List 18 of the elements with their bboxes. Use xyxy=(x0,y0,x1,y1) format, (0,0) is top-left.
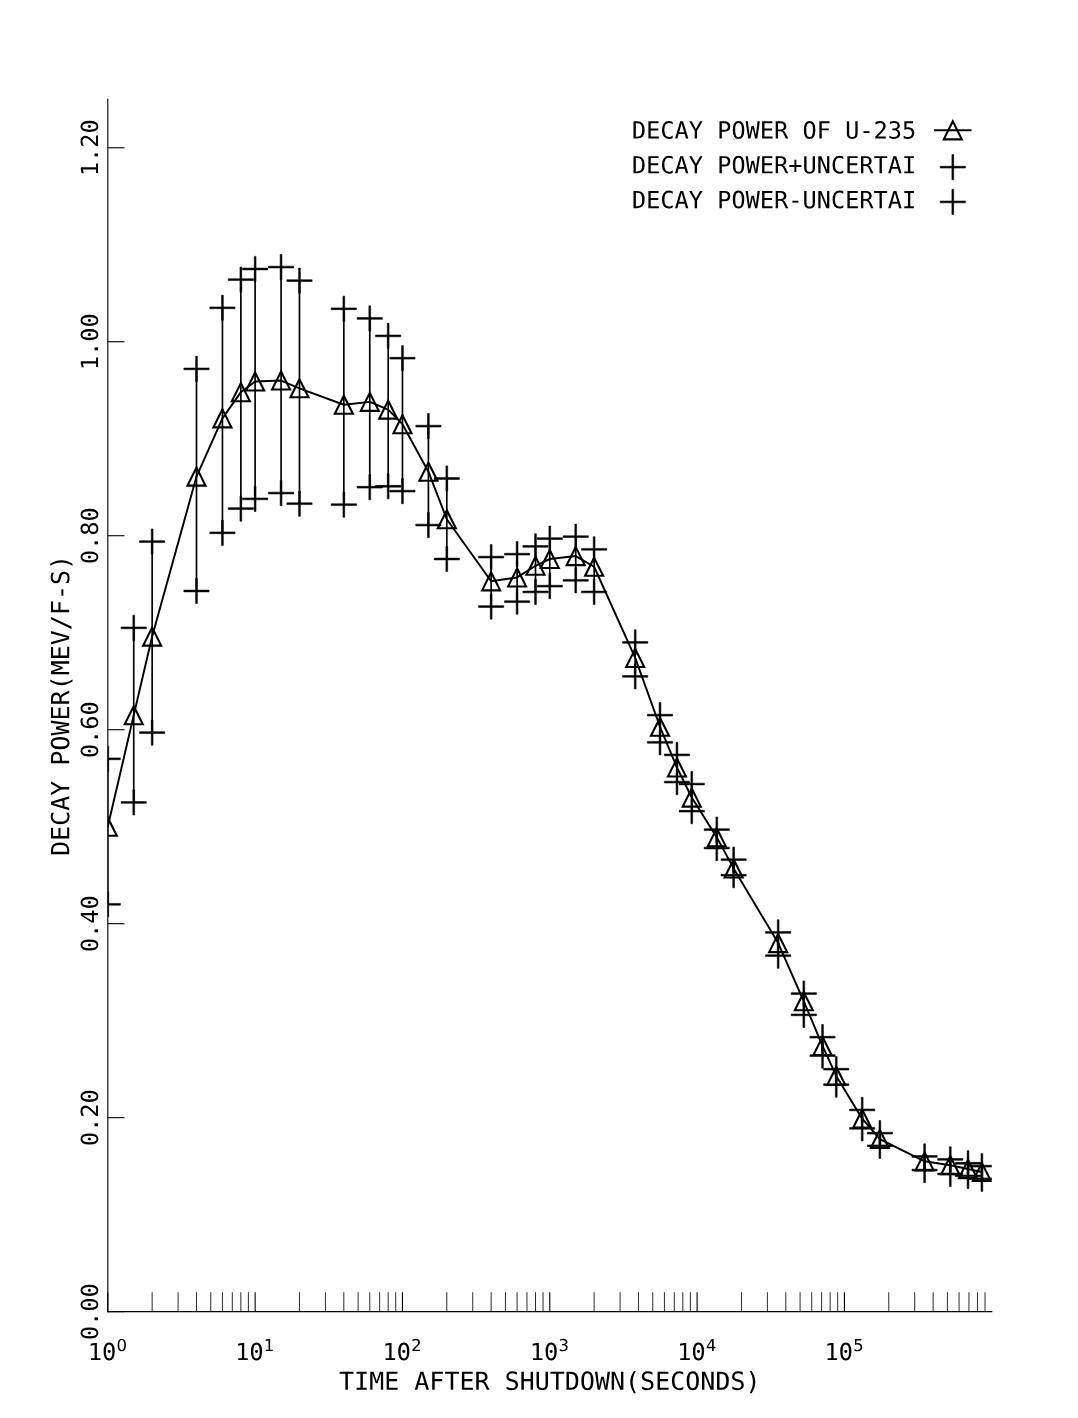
x-tick-label: 10$^{4}$ xyxy=(679,1339,716,1361)
x-tick-label: 10$^{3}$ xyxy=(532,1338,568,1361)
x-tick-label: 10$^{1}$ xyxy=(238,1339,273,1361)
y-tick-label: 1.00 xyxy=(80,314,99,368)
y-tick-label: 0.40 xyxy=(80,896,99,951)
legend-label: DECAY POWER OF U-235 xyxy=(633,121,915,139)
legend-label: DECAY POWER+UNCERTAI xyxy=(633,155,914,174)
y-tick-label: 0.00 xyxy=(80,1284,99,1339)
y-axis-title: DECAY POWER(MEV/F-S) xyxy=(50,560,73,855)
x-tick-label: 10$^{5}$ xyxy=(827,1339,863,1361)
x-axis-title: TIME AFTER SHUTDOWN(SECONDS) xyxy=(339,1370,756,1394)
legend-label: DECAY POWER-UNCERTAI xyxy=(633,190,914,209)
x-tick-label: 10$^{2}$ xyxy=(385,1338,421,1361)
y-tick-label: 0.20 xyxy=(80,1090,99,1145)
y-tick-label: 0.60 xyxy=(80,702,99,757)
y-tick-label: 1.20 xyxy=(80,120,99,174)
x-tick-label: 10$^{0}$ xyxy=(90,1338,126,1361)
y-tick-label: 0.80 xyxy=(80,508,99,563)
